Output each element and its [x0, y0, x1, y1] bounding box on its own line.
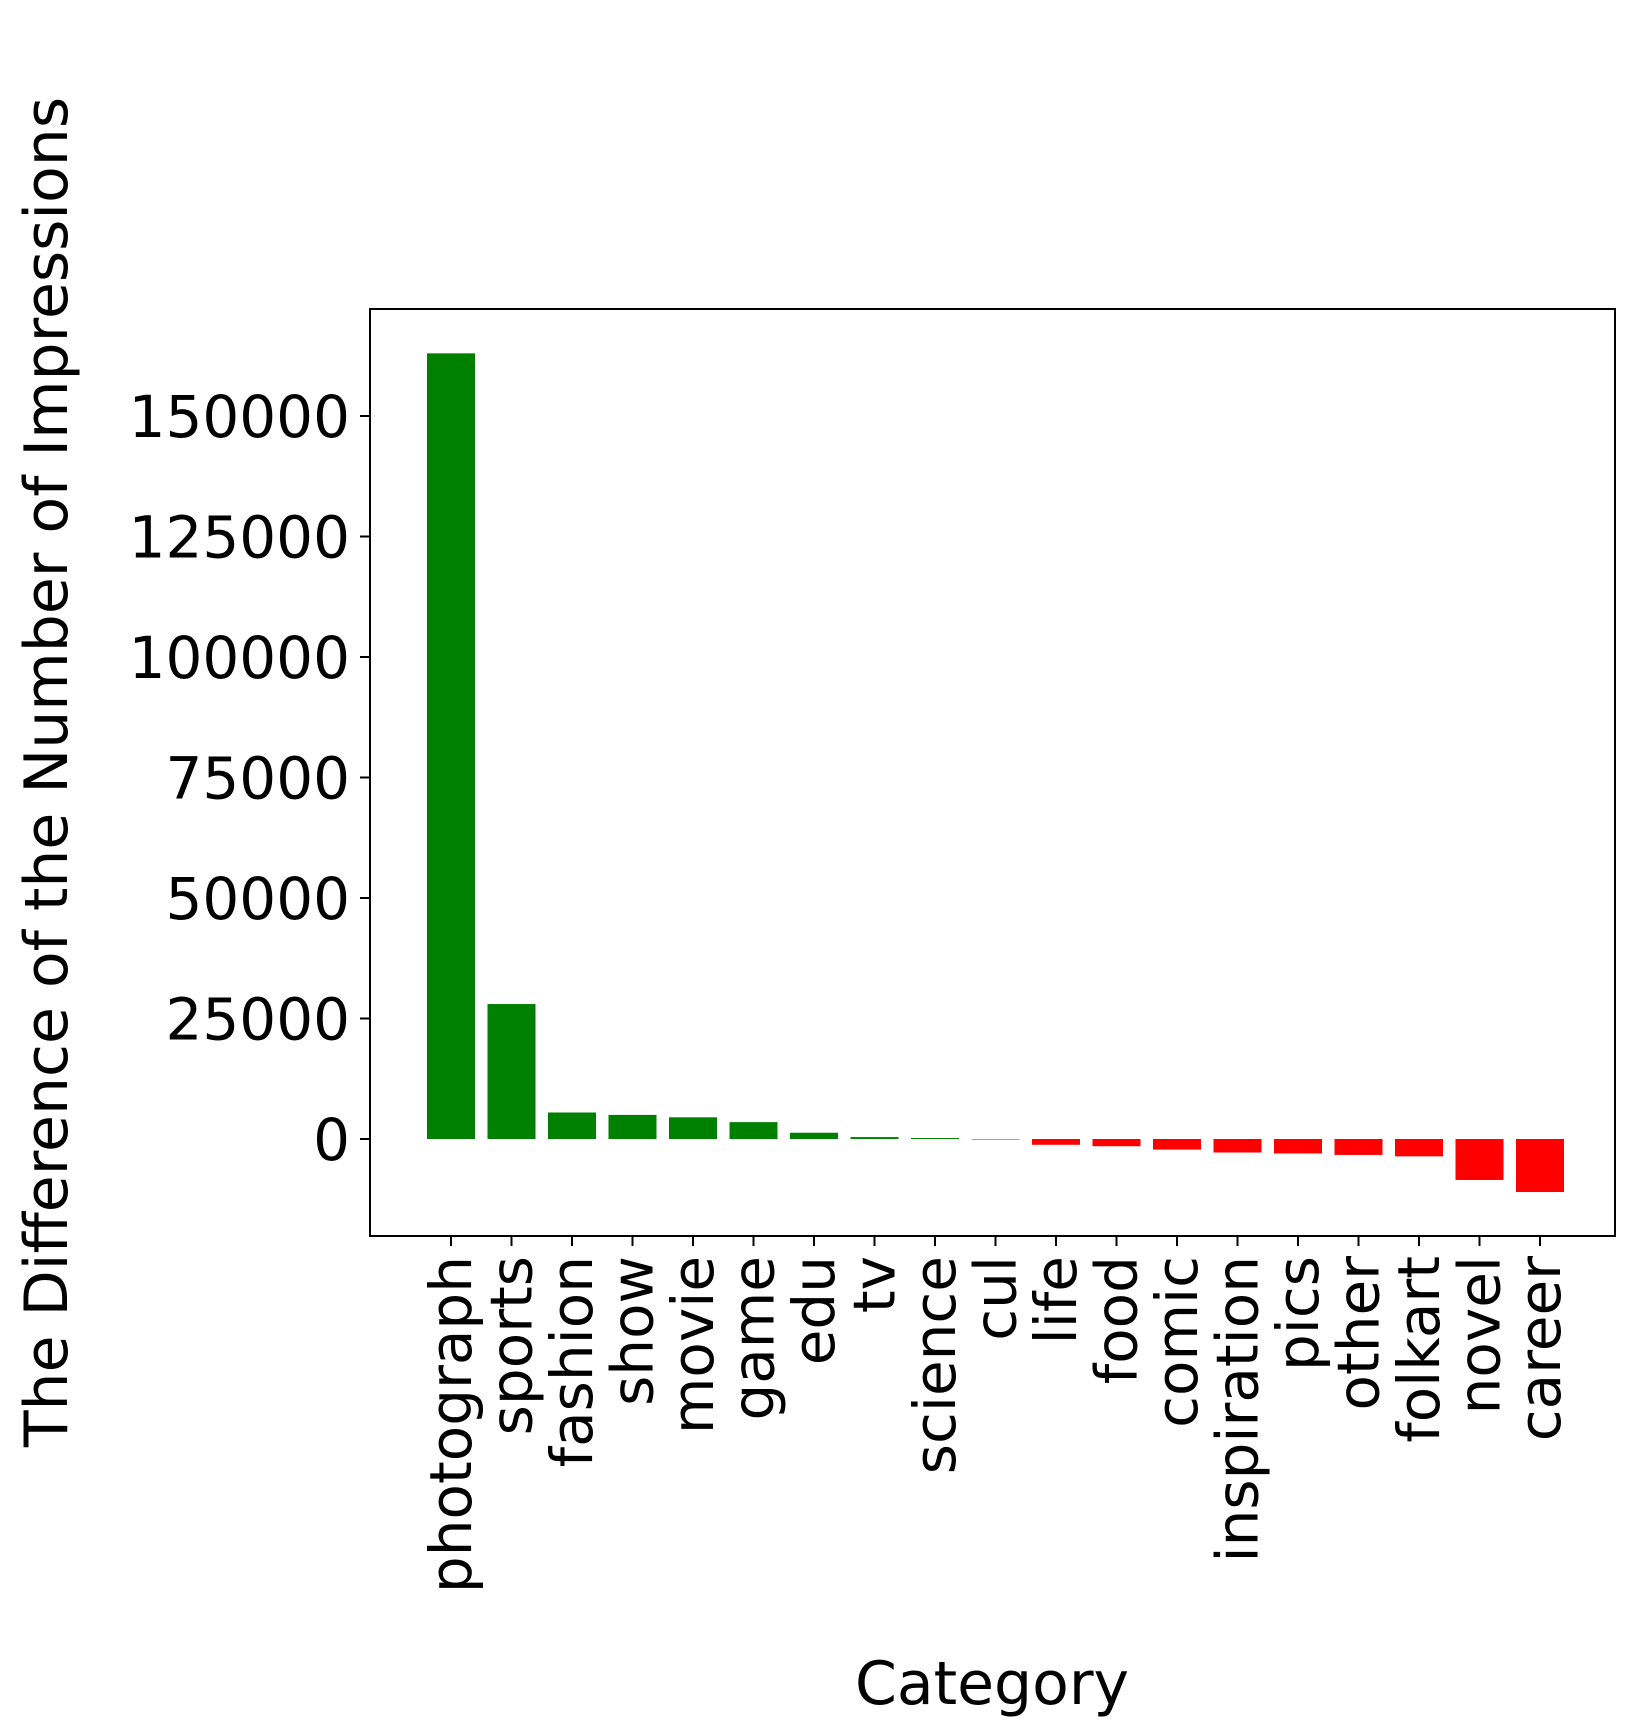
x-tick-label: fashion	[538, 1256, 606, 1467]
bar-group	[427, 353, 1564, 1193]
bar-inspiration	[1213, 1139, 1262, 1153]
bar-food	[1092, 1139, 1141, 1147]
x-tick-label: career	[1506, 1256, 1574, 1441]
x-axis-label: Category	[855, 1649, 1129, 1719]
bar-movie	[669, 1117, 717, 1139]
bar-life	[1032, 1139, 1080, 1145]
x-tick-label: life	[1022, 1256, 1090, 1344]
bar-edu	[790, 1132, 838, 1139]
x-tick-label: pics	[1264, 1256, 1332, 1371]
x-tick-label: cul	[962, 1256, 1030, 1341]
bar-pics	[1274, 1139, 1322, 1154]
bar-sports	[487, 1004, 536, 1139]
plot-area	[369, 308, 1616, 1237]
x-tick-label: tv	[841, 1256, 909, 1313]
bar-science	[911, 1138, 959, 1139]
bar-photograph	[427, 353, 475, 1140]
x-tick-label: sports	[478, 1256, 546, 1435]
bar-game	[729, 1122, 778, 1139]
y-tick-label: 0	[313, 1106, 350, 1174]
bar-comic	[1153, 1139, 1201, 1150]
bar-other	[1334, 1139, 1383, 1155]
x-tick-label: other	[1325, 1256, 1393, 1411]
bar-cul	[971, 1139, 1020, 1140]
y-tick-label: 100000	[129, 624, 350, 692]
x-tick-label: movie	[659, 1256, 727, 1434]
bar-tv	[850, 1137, 899, 1139]
x-tick-label: novel	[1446, 1256, 1514, 1414]
x-tick-label: edu	[780, 1256, 848, 1365]
x-tick-label: photograph	[417, 1256, 485, 1593]
y-tick-label: 50000	[165, 865, 350, 933]
bar-folkart	[1395, 1139, 1443, 1157]
y-tick-label: 150000	[129, 383, 350, 451]
y-tick-label: 75000	[165, 745, 350, 813]
x-tick-label: food	[1083, 1256, 1151, 1384]
x-tick-label: folkart	[1385, 1256, 1453, 1443]
y-tick-label: 125000	[129, 504, 350, 572]
y-tick-label: 25000	[165, 986, 350, 1054]
x-tick-label: comic	[1143, 1256, 1211, 1428]
y-axis: 0 25000 50000 75000 100000 125000 150000	[129, 383, 370, 1174]
bar-fashion	[548, 1112, 596, 1139]
x-tick-label: inspiration	[1204, 1256, 1272, 1563]
x-tick-label: science	[901, 1256, 969, 1474]
x-tick-label: game	[720, 1256, 788, 1421]
x-tick-label: show	[599, 1256, 667, 1406]
y-axis-label: The Difference of the Number of Impressi…	[12, 97, 82, 1448]
bar-show	[608, 1114, 657, 1139]
x-axis: photographsportsfashionshowmoviegameedut…	[417, 1236, 1574, 1593]
bar-career	[1516, 1139, 1564, 1193]
bar-novel	[1455, 1139, 1504, 1180]
